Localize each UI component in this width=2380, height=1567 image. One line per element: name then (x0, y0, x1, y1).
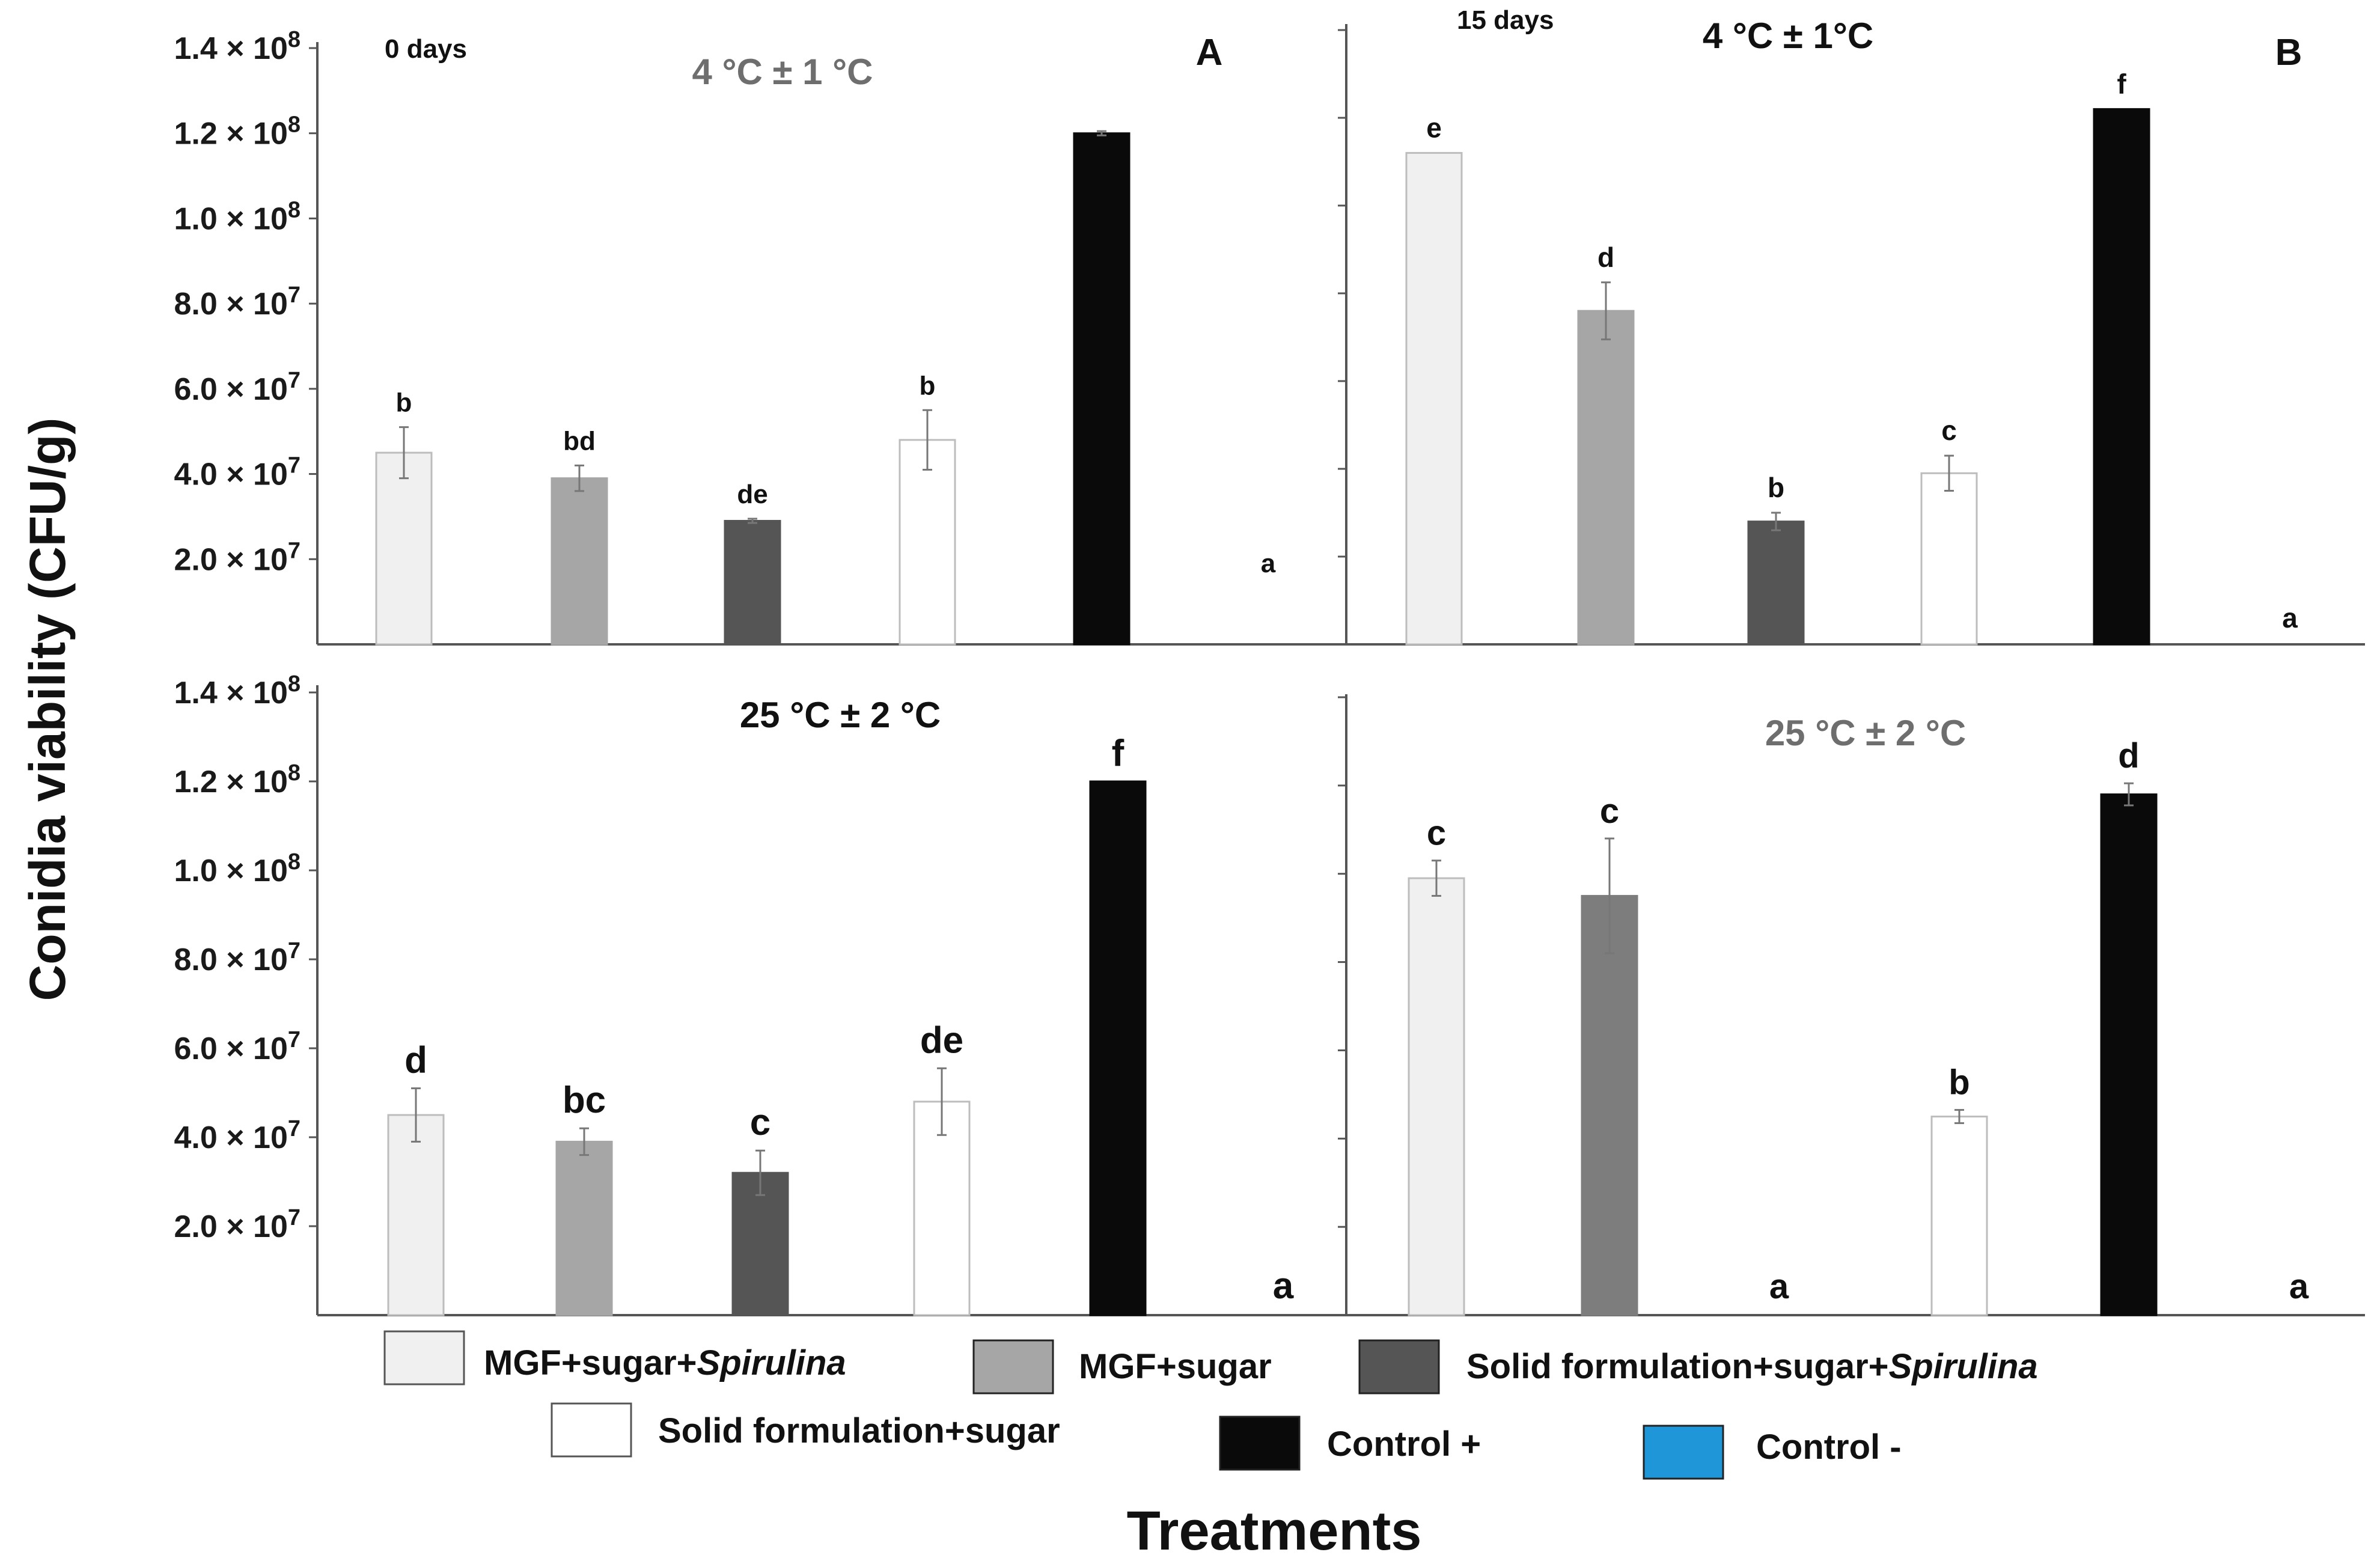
legend-swatch (1643, 1425, 1724, 1480)
legend-entry: Solid formulation+sugar+Spirulina (1358, 1339, 2038, 1394)
significance-letter: c (1600, 792, 1619, 831)
legend-entry: MGF+sugar (972, 1339, 1272, 1394)
significance-letter: a (1273, 1265, 1294, 1307)
y-tick-label: 4.0 × 107 (174, 1116, 301, 1155)
y-tick-label: 6.0 × 107 (174, 368, 301, 407)
significance-letter: f (1112, 733, 1124, 774)
y-tick-label: 1.4 × 108 (174, 27, 301, 66)
bar (899, 439, 956, 646)
bar (724, 520, 781, 646)
significance-letter: d (1597, 242, 1614, 273)
significance-letter: a (1261, 549, 1276, 578)
bar (1089, 780, 1147, 1316)
bar (1581, 894, 1638, 1316)
panel-b: e d b c f a 4 °C ± 1°C B 15 days (1338, 5, 2302, 646)
bar (387, 1114, 445, 1316)
significance-letter: bd (563, 426, 596, 456)
y-tick-label: 8.0 × 107 (174, 283, 301, 322)
significance-letter: e (1426, 112, 1442, 143)
y-tick-label: 1.4 × 108 (174, 671, 301, 710)
legend-entry: MGF+sugar+Spirulina (383, 1330, 846, 1385)
legend-swatch (1358, 1339, 1440, 1394)
legend-entry: Solid formulation+sugar (551, 1402, 1060, 1458)
legend-entry: Control + (1219, 1416, 1481, 1471)
legend-label: Control + (1327, 1425, 1481, 1464)
significance-letter: d (2118, 736, 2139, 775)
bar (1747, 521, 1805, 646)
significance-letter: a (1769, 1267, 1789, 1306)
panel-title: 4 °C ± 1°C (1703, 16, 1873, 56)
legend-swatch (383, 1330, 465, 1385)
significance-letter: bc (563, 1080, 606, 1121)
significance-letter: de (737, 480, 767, 509)
y-tick-label: 1.2 × 108 (174, 760, 301, 799)
significance-letter: c (1427, 814, 1446, 853)
significance-letter: b (396, 388, 412, 418)
significance-letter: d (404, 1040, 427, 1081)
legend-label: Solid formulation+sugar+Spirulina (1466, 1347, 2038, 1386)
legend-swatch (551, 1402, 632, 1458)
bar (1577, 310, 1635, 646)
legend-swatch (972, 1339, 1054, 1394)
bar (1930, 1116, 1988, 1316)
legend-label: MGF+sugar+Spirulina (484, 1343, 846, 1382)
legend: MGF+sugar+Spirulina MGF+sugar Solid formul… (383, 1330, 2038, 1480)
y-tick-label: 1.0 × 108 (174, 849, 301, 888)
legend-label: Solid formulation+sugar (658, 1411, 1060, 1450)
panel-title: 4 °C ± 1 °C (692, 52, 873, 92)
panel-d: c c a b d a 25 °C ± 2 °C (1338, 696, 2309, 1316)
legend-swatch (1219, 1416, 1301, 1471)
y-tick-label: 6.0 × 107 (174, 1027, 301, 1066)
y-tick-label: 1.0 × 108 (174, 197, 301, 236)
y-tick-label: 4.0 × 107 (174, 453, 301, 492)
y-axis-label: Conidia viability (CFU/g) (19, 418, 76, 1001)
significance-letter: b (920, 371, 936, 400)
legend-label: Control - (1756, 1428, 1902, 1467)
axes-frame (316, 24, 2365, 1316)
significance-letter: b (1768, 472, 1784, 503)
legend-label: MGF+sugar (1079, 1347, 1272, 1386)
days-label: 15 days (1457, 5, 1554, 35)
panel-letter: A (1196, 32, 1223, 73)
y-tick-label: 2.0 × 107 (174, 1205, 301, 1244)
bar (2100, 793, 2158, 1316)
significance-letter: de (920, 1019, 963, 1061)
y-tick-label: 1.2 × 108 (174, 112, 301, 151)
panel-title: 25 °C ± 2 °C (740, 695, 941, 735)
y-tick-label: 8.0 × 107 (174, 938, 301, 977)
bar (1405, 151, 1463, 646)
bar (731, 1171, 789, 1316)
significance-letter: a (2289, 1267, 2309, 1306)
x-axis-label: Treatments (1127, 1500, 1422, 1562)
y-tick-label: 2.0 × 107 (174, 538, 301, 577)
significance-letter: c (750, 1102, 770, 1143)
panel-a: 2.0 × 107 4.0 × 107 6.0 × 107 8.0 × 107 1.0 … (174, 27, 1276, 646)
legend-entry: Control - (1643, 1425, 1902, 1480)
bar (551, 477, 608, 646)
days-label: 0 days (385, 34, 467, 64)
significance-letter: b (1948, 1063, 1970, 1102)
significance-letter: f (2117, 68, 2126, 99)
bar (375, 451, 433, 646)
bar (1073, 132, 1130, 646)
panel-title: 25 °C ± 2 °C (1765, 713, 1966, 753)
panels-layer: 2.0 × 107 4.0 × 107 6.0 × 107 8.0 × 107 1.0 … (174, 5, 2365, 1316)
bar (1408, 877, 1465, 1316)
significance-letter: c (1941, 415, 1957, 446)
bar (555, 1140, 613, 1316)
bar (1920, 472, 1978, 646)
bar (2093, 108, 2150, 646)
panel-c: 2.0 × 107 4.0 × 107 6.0 × 107 8.0 × 107 1.0 … (174, 671, 1294, 1316)
panel-letter: B (2275, 32, 2302, 73)
significance-letter: a (2282, 602, 2298, 634)
